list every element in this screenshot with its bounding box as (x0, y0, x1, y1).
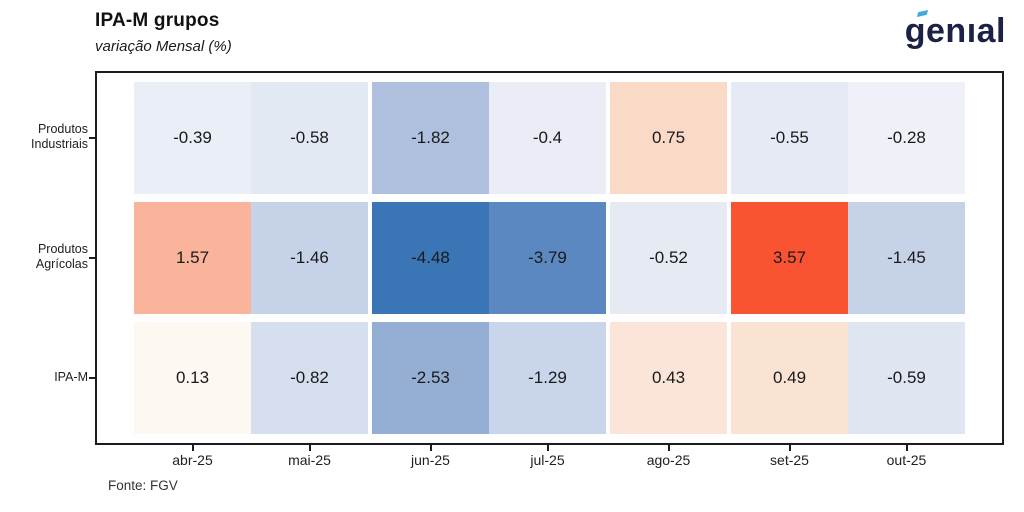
x-tick-label: out-25 (886, 452, 927, 468)
heatmap-cell: -0.58 (251, 82, 368, 194)
heatmap-cell: 0.75 (610, 82, 727, 194)
x-tick-label: abr-25 (172, 452, 213, 468)
y-axis-tick (89, 137, 95, 139)
x-axis-tick (429, 445, 432, 451)
heatmap-cell: -0.82 (251, 322, 368, 434)
heatmap-cell: 0.13 (134, 322, 251, 434)
heatmap-cell: -0.59 (848, 322, 965, 434)
heatmap-cell: -0.28 (848, 82, 965, 194)
x-tick-label: jun-25 (411, 452, 450, 468)
y-axis-tick (89, 377, 95, 379)
heatmap-cell: -1.82 (372, 82, 489, 194)
heatmap-cell: -4.48 (372, 202, 489, 314)
x-axis-tick (905, 445, 908, 451)
heatmap-cell: -1.45 (848, 202, 965, 314)
heatmap-cell: 1.57 (134, 202, 251, 314)
heatmap-cell: 3.57 (731, 202, 848, 314)
heatmap-cell: -3.79 (489, 202, 606, 314)
x-tick-label: jul-25 (530, 452, 565, 468)
heatmap-cell: -2.53 (372, 322, 489, 434)
x-tick-label: ago-25 (646, 452, 691, 468)
logo-text: genıal (904, 12, 1006, 50)
heatmap-cell: -1.46 (251, 202, 368, 314)
y-tick-label: Produtos Industriais (31, 122, 88, 151)
x-tick-label: set-25 (770, 452, 809, 468)
source-note: Fonte: FGV (108, 478, 178, 493)
heatmap-cell: -0.55 (731, 82, 848, 194)
x-axis-tick (191, 445, 194, 451)
heatmap-cell: 0.43 (610, 322, 727, 434)
heatmap-cell: -0.39 (134, 82, 251, 194)
x-axis-tick (667, 445, 670, 451)
y-tick-label: IPA-M (54, 369, 88, 384)
x-axis-tick (788, 445, 791, 451)
y-axis-tick (89, 257, 95, 259)
heatmap-cell: -0.52 (610, 202, 727, 314)
heatmap-cell: -1.29 (489, 322, 606, 434)
x-tick-label: mai-25 (288, 452, 331, 468)
heatmap-plot-area: -0.39 -0.58 -1.82 -0.4 0.75 -0.55 -0.28 1.57 -1.… (95, 71, 1004, 445)
y-tick-label: Produtos Agrícolas (35, 242, 88, 271)
chart-subtitle: variação Mensal (%) (95, 38, 232, 55)
chart-title: IPA-M grupos (95, 10, 220, 31)
heatmap-cell: 0.49 (731, 322, 848, 434)
heatmap-cell: -0.4 (489, 82, 606, 194)
x-axis-tick (308, 445, 311, 451)
x-axis-tick (546, 445, 549, 451)
genial-logo: genıal (888, 9, 1006, 58)
